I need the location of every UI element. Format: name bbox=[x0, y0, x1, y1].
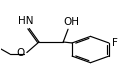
Text: F: F bbox=[112, 38, 118, 48]
Text: O: O bbox=[17, 48, 25, 58]
Text: HN: HN bbox=[18, 16, 33, 26]
Text: OH: OH bbox=[63, 17, 79, 27]
